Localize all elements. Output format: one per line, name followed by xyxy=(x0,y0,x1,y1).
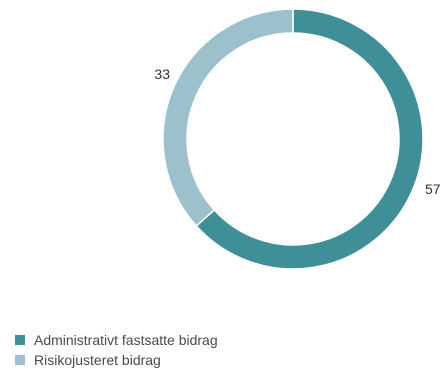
data-label-administrativt: 57 xyxy=(425,181,441,197)
legend-swatch-administrativt xyxy=(15,335,25,345)
slices-group xyxy=(162,8,424,270)
data-label-risikojusteret: 33 xyxy=(154,66,170,82)
slice-administrativt xyxy=(195,8,424,270)
legend-item-administrativt: Administrativt fastsatte bidrag xyxy=(15,330,218,350)
legend-item-risikojusteret: Risikojusteret bidrag xyxy=(15,350,218,370)
legend-swatch-risikojusteret xyxy=(15,355,25,365)
data-labels-group: 57 33 xyxy=(154,66,440,197)
legend-label-risikojusteret: Risikojusteret bidrag xyxy=(34,352,161,368)
legend-label-administrativt: Administrativt fastsatte bidrag xyxy=(34,332,218,348)
legend: Administrativt fastsatte bidrag Risikoju… xyxy=(15,330,218,370)
slice-risikojusteret xyxy=(162,8,294,228)
